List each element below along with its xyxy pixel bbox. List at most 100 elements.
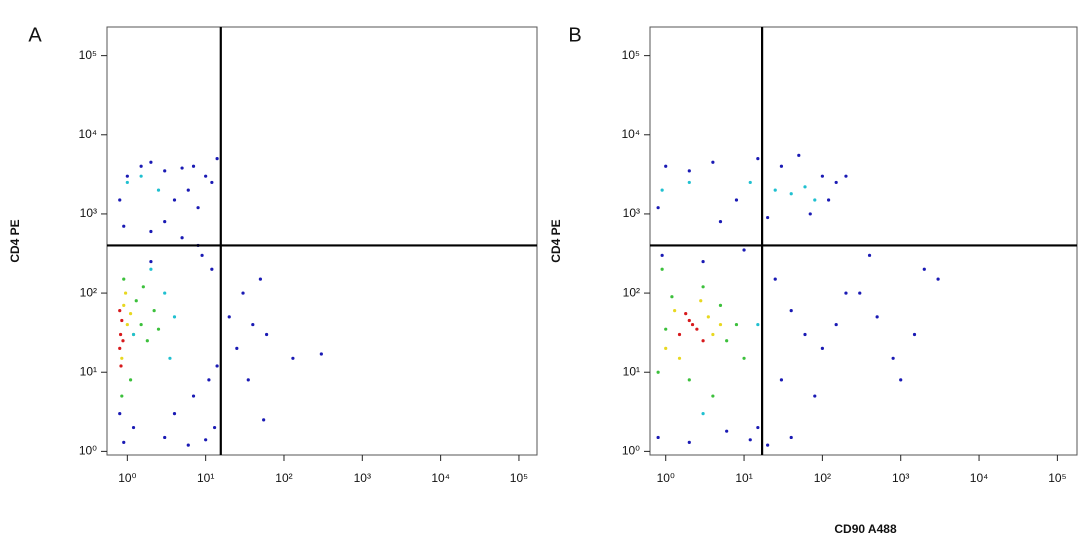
event-dot: [149, 267, 153, 271]
event-dot: [163, 435, 167, 440]
event-dot: [742, 248, 746, 252]
event-dot: [180, 166, 184, 170]
event-dot: [120, 318, 124, 323]
event-dot: [235, 346, 239, 351]
event-dot: [163, 169, 167, 173]
event-dot: [139, 322, 143, 327]
y-tick-label: 10²: [80, 285, 97, 299]
event-dot: [118, 332, 123, 337]
event-dot: [748, 180, 752, 185]
event-dot: [701, 259, 705, 264]
event-dot: [687, 440, 691, 444]
y-tick-label: 10³: [623, 206, 640, 220]
event-dot: [196, 206, 200, 210]
event-dot: [156, 327, 161, 331]
event-dot: [227, 315, 231, 319]
event-dot: [191, 164, 196, 168]
event-dot: [251, 322, 255, 327]
y-tick-label: 10⁰: [622, 444, 640, 458]
event-dot: [711, 394, 715, 398]
event-dot: [734, 322, 739, 327]
event-dot: [200, 253, 204, 257]
event-dot: [687, 180, 691, 185]
event-dot: [204, 174, 208, 178]
event-dot: [789, 192, 793, 196]
x-tick-label: 10³: [892, 471, 909, 485]
event-dot: [118, 346, 122, 351]
x-tick-label: 10³: [354, 471, 371, 485]
panel-label: B: [568, 24, 581, 46]
event-dot: [246, 378, 250, 382]
x-tick-label: 10¹: [735, 471, 752, 485]
plot-frame: [106, 26, 538, 456]
y-tick-label: 10⁵: [79, 48, 97, 62]
event-dot: [241, 291, 245, 295]
event-dot: [180, 236, 184, 240]
event-dot: [844, 174, 848, 178]
x-tick-label: 10²: [814, 471, 831, 485]
event-dot: [186, 188, 190, 192]
event-dot: [670, 295, 674, 299]
event-dot: [210, 180, 214, 185]
event-dot: [191, 394, 196, 398]
event-dot: [186, 443, 190, 447]
event-dot: [834, 322, 838, 327]
event-dot: [789, 309, 793, 313]
event-dot: [656, 370, 660, 374]
event-dot: [789, 435, 793, 440]
event-dot: [291, 356, 295, 360]
event-dot: [122, 277, 126, 281]
event-dot: [756, 157, 760, 161]
event-dot: [756, 425, 760, 430]
y-tick-label: 10¹: [80, 364, 97, 378]
event-dot: [664, 164, 668, 168]
y-tick-label: 10⁵: [622, 48, 640, 62]
event-dot: [808, 212, 812, 216]
event-dot: [687, 318, 691, 323]
event-dot: [673, 309, 677, 313]
event-dot: [134, 299, 138, 303]
event-dot: [204, 438, 208, 442]
event-dot: [867, 253, 872, 257]
event-dot: [718, 303, 723, 307]
event-dot: [163, 220, 167, 224]
event-dot: [163, 291, 167, 295]
event-dot: [701, 339, 705, 343]
event-dot: [899, 378, 903, 382]
x-tick-label: 10²: [275, 471, 292, 485]
event-dot: [734, 198, 739, 202]
y-tick-label: 10¹: [623, 364, 640, 378]
event-dot: [766, 443, 770, 447]
event-dot: [834, 180, 838, 185]
event-dot: [121, 339, 125, 343]
event-dot: [699, 299, 703, 303]
event-dot: [149, 259, 153, 264]
event-dot: [131, 425, 136, 430]
event-dot: [172, 198, 177, 202]
event-dot: [660, 253, 664, 257]
event-dot: [172, 412, 177, 416]
event-dot: [215, 157, 219, 161]
event-dot: [844, 291, 848, 295]
x-tick-label: 10⁰: [657, 471, 675, 485]
event-dot: [858, 291, 862, 295]
event-dot: [149, 160, 153, 164]
event-dot: [168, 356, 172, 360]
event-dot: [156, 188, 161, 192]
event-dot: [125, 174, 129, 178]
y-axis-label: CD4 PE: [8, 219, 22, 262]
event-dot: [141, 285, 145, 289]
event-dot: [803, 185, 807, 189]
event-dot: [128, 378, 133, 382]
event-dot: [145, 339, 149, 343]
event-dot: [118, 309, 122, 313]
event-dot: [813, 394, 817, 398]
event-dot: [677, 356, 682, 360]
event-dot: [118, 412, 122, 416]
event-dot: [319, 352, 323, 356]
event-dot: [210, 267, 214, 271]
event-dot: [122, 440, 126, 444]
event-dot: [684, 312, 688, 316]
